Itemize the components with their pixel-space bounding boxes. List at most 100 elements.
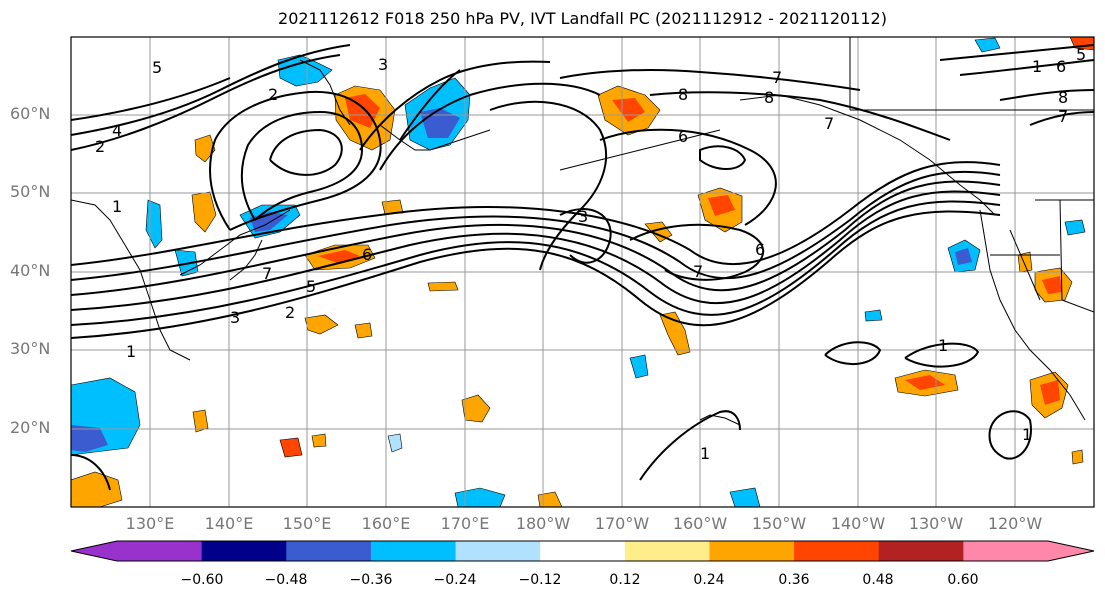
contour-label: 7: [1058, 107, 1068, 126]
pv-positive-region: [1042, 276, 1062, 294]
contour-line: [649, 91, 951, 141]
coastlines: [71, 37, 1094, 426]
contour-label: 6: [678, 127, 688, 146]
pv-negative-region: [729, 487, 761, 507]
lat-label: 60°N: [10, 104, 51, 123]
pv-positive-region: [318, 250, 360, 264]
contour-line: [824, 341, 882, 366]
colorbar-segment: [201, 541, 287, 561]
pv-positive-region: [354, 322, 373, 339]
contour-line: [639, 410, 741, 481]
contour-label: 8: [678, 85, 688, 104]
colorbar-segment: [117, 541, 203, 561]
colorbar-tick-label: −0.60: [180, 572, 224, 588]
colorbar-outline: [70, 540, 1095, 562]
pv-negative-region: [974, 37, 1001, 53]
pv-positive-region: [1071, 449, 1084, 465]
pv-negative-region: [277, 54, 333, 87]
colorbar-segment: [878, 541, 964, 561]
lon-label: 180°W: [515, 514, 571, 533]
lat-label: 30°N: [10, 339, 51, 358]
contour-labels: 5 3 2 4 2 1 7 8 6 7 8 7 1 3 7 6 7 6 5 2 …: [95, 45, 1086, 463]
contour-line: [71, 44, 351, 136]
lon-label: 160°E: [361, 514, 411, 533]
contour-line: [939, 44, 1094, 61]
contour-line: [379, 82, 601, 171]
contour-label: 1: [1032, 57, 1042, 76]
pv-positive-region: [71, 471, 123, 507]
pv-positive-region: [905, 375, 945, 390]
pv-negative-region: [71, 425, 108, 452]
colorbar-segment: [286, 541, 372, 561]
contour-label: 5: [306, 277, 316, 296]
contour-label: 1: [126, 342, 136, 361]
pv-positive-region: [461, 394, 491, 423]
lat-label: 20°N: [10, 418, 51, 437]
lon-label: 160°W: [672, 514, 728, 533]
contour-label: 1: [1022, 425, 1032, 444]
contour-line: [71, 170, 1001, 281]
contour-label: 3: [230, 308, 240, 327]
lon-label: 130°E: [125, 514, 175, 533]
contour-line: [209, 90, 382, 231]
colorbar-segment: [709, 541, 795, 561]
pv-negative-region: [1064, 219, 1086, 236]
lon-label: 130°W: [908, 514, 964, 533]
contour-label: 1: [112, 197, 122, 216]
colorbar: [70, 540, 1095, 562]
lon-label: 150°E: [282, 514, 332, 533]
pv-positive-region: [191, 191, 217, 233]
colorbar-tick-label: 0.48: [862, 572, 894, 588]
contour-label: 7: [772, 68, 782, 87]
pv-positive-region: [192, 409, 209, 433]
contour-line: [359, 60, 551, 151]
contour-line: [71, 77, 231, 121]
lat-label: 50°N: [10, 182, 51, 201]
lon-label: 170°E: [440, 514, 490, 533]
contour-label: 1: [938, 336, 948, 355]
contour-label: 8: [764, 88, 774, 107]
contour-label: 5: [1076, 45, 1086, 64]
contour-line: [71, 210, 1001, 339]
contour-line: [71, 190, 1001, 311]
colorbar-segment: [794, 541, 880, 561]
lon-label: 150°W: [751, 514, 807, 533]
colorbar-extend-min: [71, 541, 117, 561]
pv-positive-region: [537, 491, 563, 507]
contour-line: [629, 223, 765, 281]
contour-label: 3: [378, 55, 388, 74]
contour-line: [240, 110, 364, 221]
colorbar-segment: [540, 541, 626, 561]
pv-positive-region: [659, 311, 691, 356]
colorbar-tick-label: −0.36: [349, 572, 393, 588]
pv-negative-region: [955, 248, 972, 265]
map-frame: [70, 36, 1095, 508]
contour-line: [599, 128, 777, 226]
contour-label: 8: [1058, 88, 1068, 107]
pv-positive-region: [279, 437, 303, 458]
contour-line: [999, 89, 1094, 101]
pv-negative-region: [864, 309, 883, 322]
contour-label: 6: [1056, 57, 1066, 76]
colorbar-tick-label: 0.12: [609, 572, 641, 588]
pv-positive-region: [612, 98, 645, 122]
colorbar-tick-label: 0.60: [947, 572, 979, 588]
contour-line: [988, 410, 1032, 460]
pv-negative-region: [387, 433, 403, 453]
pv-contours: [71, 44, 1094, 491]
pv-positive-region: [345, 94, 380, 128]
contour-line: [559, 69, 861, 91]
contour-line: [904, 342, 980, 368]
lon-label: 140°W: [830, 514, 886, 533]
pv-positive-region: [194, 134, 216, 163]
contour-label: 7: [693, 262, 703, 281]
contour-label: 6: [362, 245, 372, 264]
contour-line: [71, 200, 1001, 326]
colorbar-tick-label: 0.36: [778, 572, 810, 588]
contour-line: [71, 54, 341, 151]
contour-line: [959, 59, 1094, 76]
contour-line: [559, 208, 612, 264]
lon-label: 120°W: [987, 514, 1043, 533]
pv-positive-region: [708, 195, 735, 216]
map-title: 2021112612 F018 250 hPa PV, IVT Landfall…: [278, 9, 887, 28]
